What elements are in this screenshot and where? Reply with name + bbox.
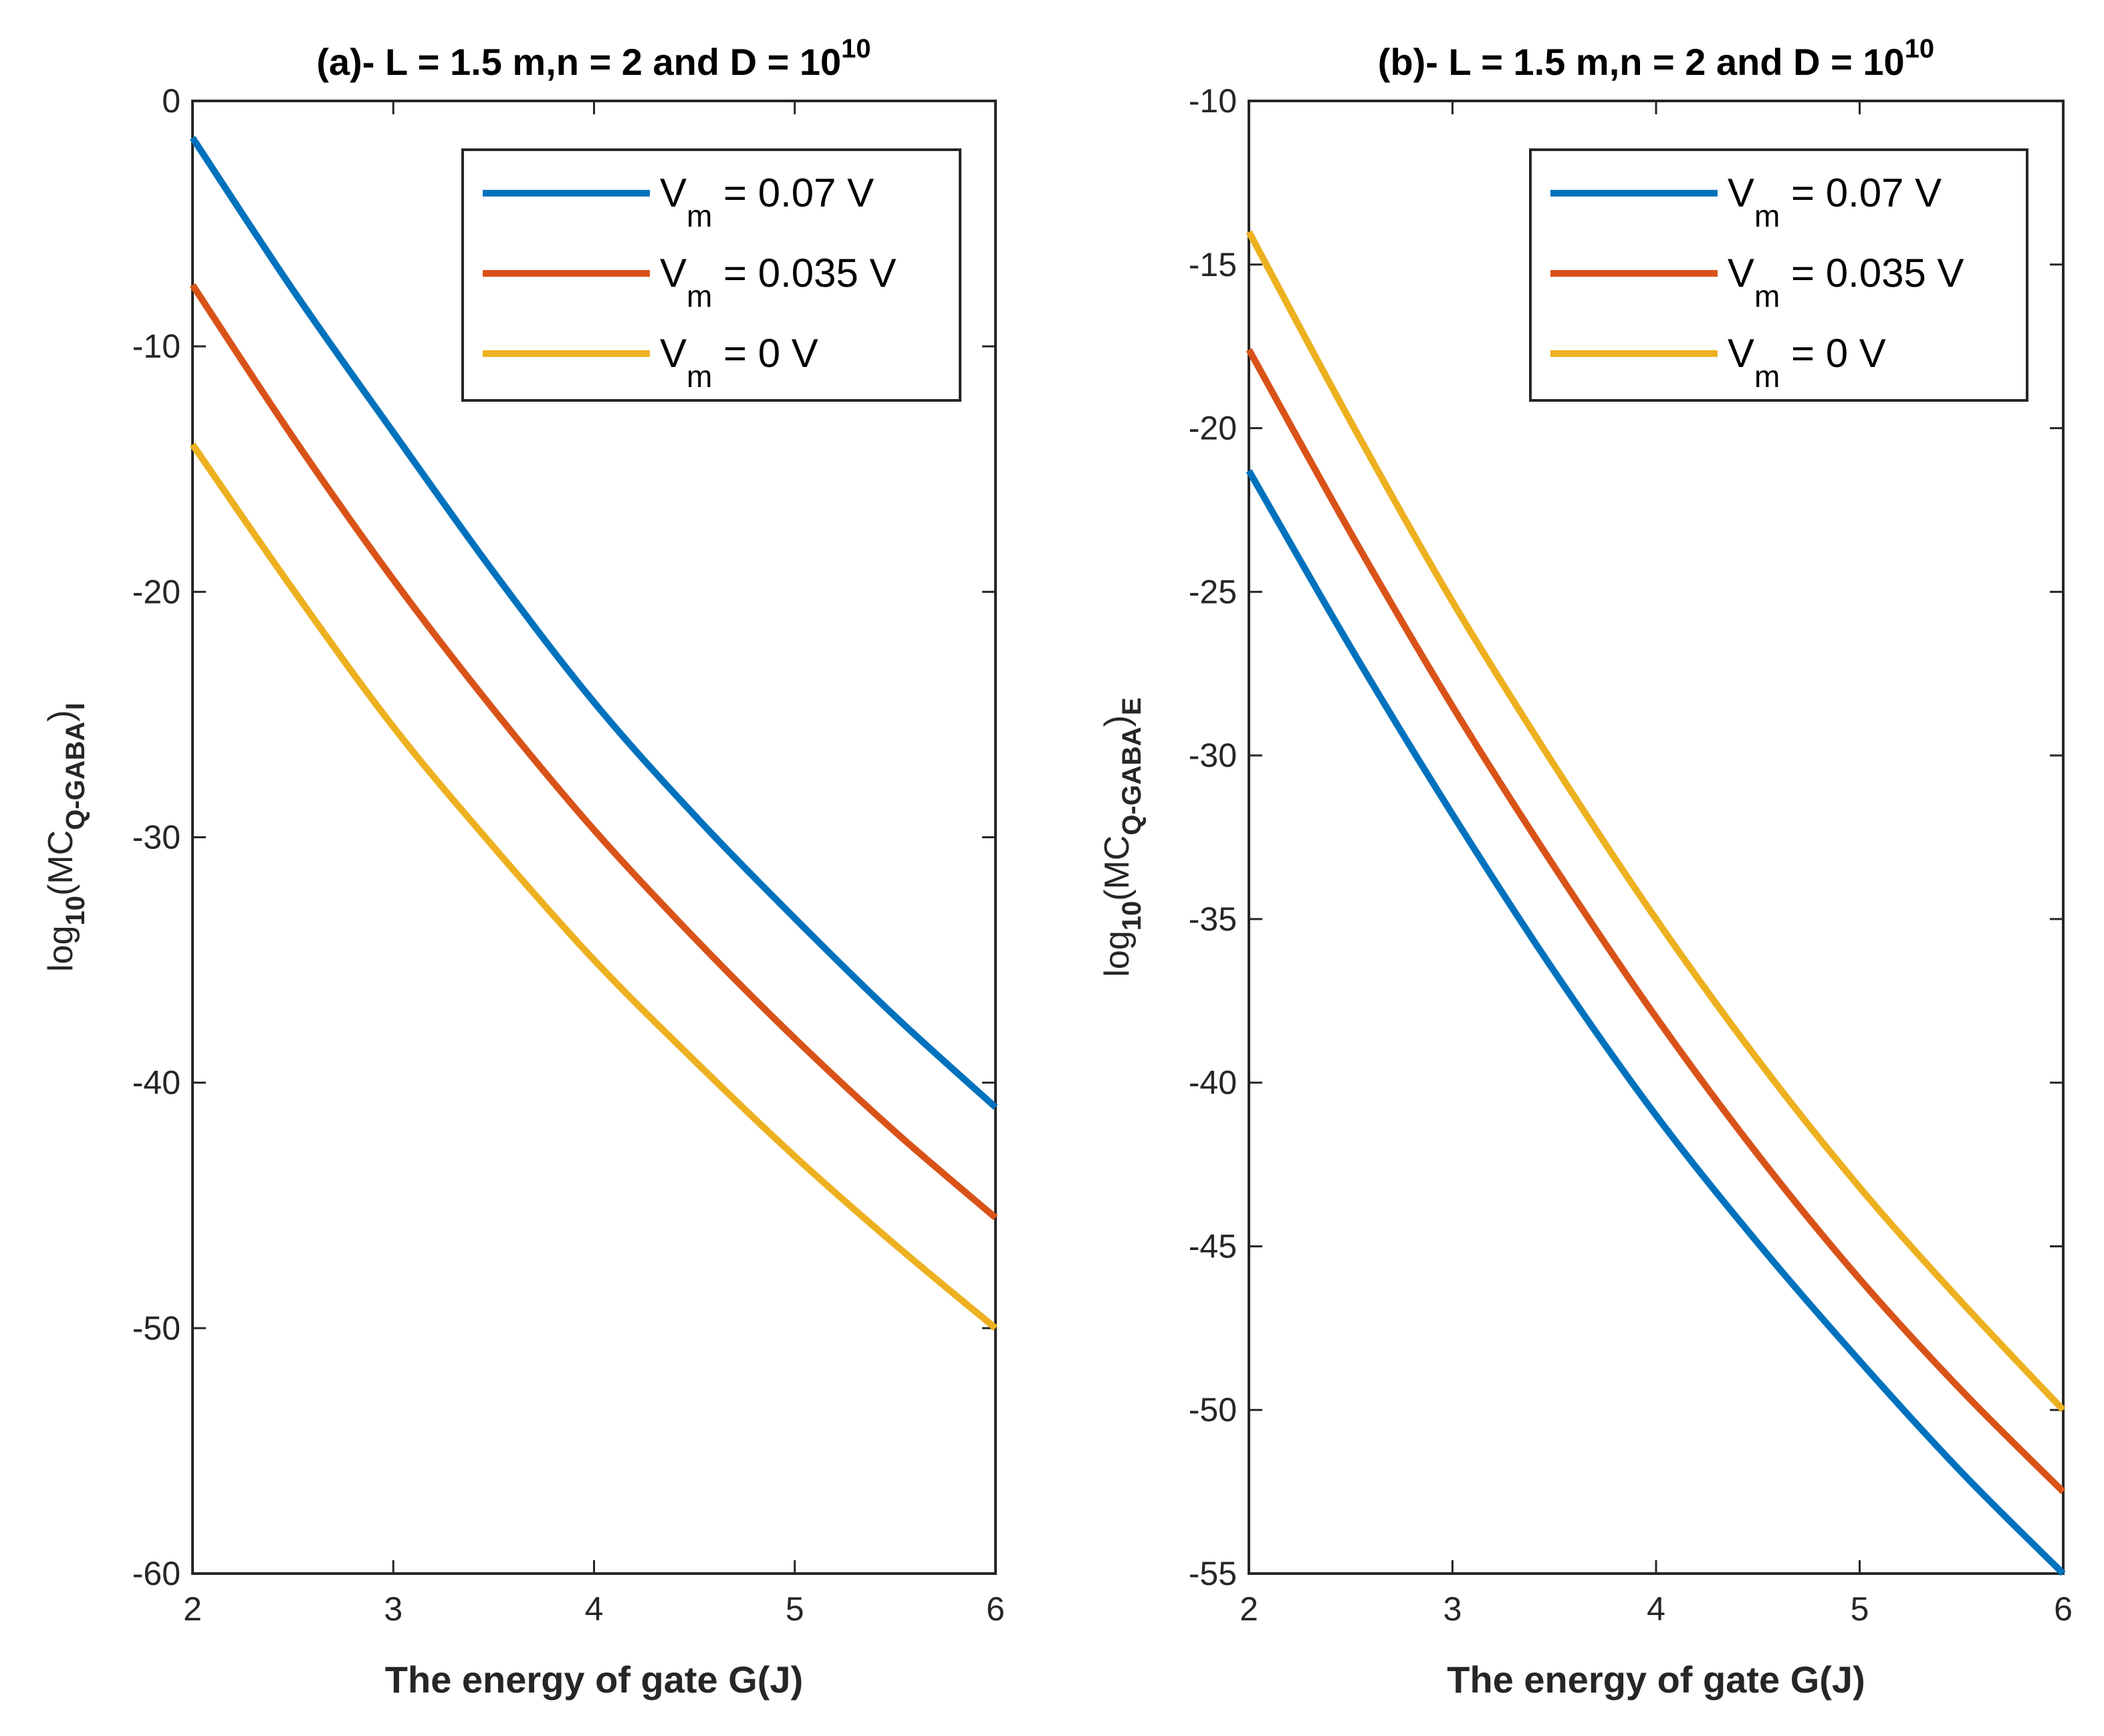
- y-label-part: log: [41, 925, 80, 971]
- y-tick-label: -60: [132, 1555, 181, 1592]
- series-line-2: [1246, 230, 2066, 1412]
- series-line-1: [1246, 348, 2066, 1495]
- x-tick-label: 6: [2054, 1590, 2073, 1628]
- legend-name: V: [660, 251, 687, 295]
- y-label-part: (MC: [1098, 836, 1137, 901]
- legend-entry-0: Vm = 0.07 V: [660, 170, 874, 233]
- y-label-part: (MC: [41, 830, 80, 896]
- y-tick-label: -15: [1189, 246, 1237, 283]
- y-tick-label: -10: [1189, 82, 1237, 120]
- x-tick-label: 2: [1240, 1590, 1258, 1628]
- y-label-sub: Q-GABA: [61, 722, 90, 830]
- legend-entry-0: Vm = 0.07 V: [1728, 170, 1942, 233]
- x-axis-label: The energy of gate G(J): [385, 1658, 803, 1701]
- chart-title: (b)- L = 1.5 m,n = 2 and D = 1010: [1378, 34, 1934, 83]
- legend: Vm = 0.07 VVm = 0.035 VVm = 0 V: [461, 148, 961, 402]
- y-label-sub: I: [61, 703, 90, 710]
- y-tick-label: -50: [1189, 1391, 1237, 1429]
- y-label-part: log: [1098, 931, 1137, 977]
- x-tick-label: 5: [1851, 1590, 1869, 1628]
- series-line-0: [1246, 469, 2066, 1576]
- series-line-0: [189, 136, 998, 1110]
- y-label-sub: E: [1117, 697, 1147, 715]
- legend-value: = 0.035 V: [712, 251, 896, 295]
- legend-subscript: m: [1754, 359, 1780, 394]
- legend-subscript: m: [1754, 199, 1780, 233]
- legend: Vm = 0.07 VVm = 0.035 VVm = 0 V: [1529, 148, 2028, 402]
- legend-name: V: [1728, 251, 1754, 295]
- x-tick-label: 6: [986, 1590, 1005, 1628]
- y-tick-label: -45: [1189, 1227, 1237, 1265]
- y-tick-label: -10: [132, 328, 181, 365]
- y-tick-label: -30: [1189, 737, 1237, 774]
- chart-a: 2 3 4 5 6 0 -10 -20 -30 -40 -50 -60 (a)- L = 1.5 m,n…: [41, 34, 1005, 1701]
- legend-entry-2: Vm = 0 V: [660, 331, 818, 394]
- y-tick-label: -50: [132, 1310, 181, 1347]
- y-label-part: ): [1098, 715, 1137, 727]
- legend-subscript: m: [687, 199, 712, 233]
- x-axis-label: The energy of gate G(J): [1447, 1658, 1865, 1701]
- x-tick-label: 2: [183, 1590, 202, 1628]
- legend-name: V: [660, 170, 687, 215]
- y-tick-label: -25: [1189, 573, 1237, 610]
- legend-subscript: m: [1754, 279, 1780, 314]
- y-tick-label: -40: [1189, 1064, 1237, 1102]
- y-tick-label: 0: [162, 82, 181, 120]
- legend-value: = 0 V: [712, 331, 818, 376]
- y-label-sub: Q-GABA: [1117, 727, 1147, 835]
- y-tick-label: -30: [132, 819, 181, 856]
- x-tick-label: 3: [1443, 1590, 1462, 1628]
- y-tick-label: -35: [1189, 900, 1237, 938]
- legend-subscript: m: [687, 279, 712, 314]
- chart-title-text: (a)- L = 1.5 m,n = 2 and D = 10: [316, 41, 841, 83]
- y-tick-label: -20: [1189, 410, 1237, 447]
- legend-name: V: [1728, 331, 1754, 376]
- y-tick-label: -55: [1189, 1555, 1237, 1592]
- y-label-sub: 10: [1117, 901, 1147, 931]
- y-label-sub: 10: [61, 896, 90, 926]
- x-tick-label: 5: [786, 1590, 804, 1628]
- x-tick-label: 4: [1647, 1590, 1665, 1628]
- chart-title-superscript: 10: [1905, 34, 1935, 64]
- chart-b: 2 3 4 5 6 -10 -15 -20 -25 -30 -35 -40 -45 -50 -55 (b)- …: [1098, 34, 2073, 1701]
- series-line-1: [189, 283, 998, 1221]
- legend-entry-2: Vm = 0 V: [1728, 331, 1886, 394]
- y-tick-label: -20: [132, 573, 181, 610]
- legend-entry-1: Vm = 0.035 V: [660, 251, 897, 314]
- series-line-2: [189, 443, 998, 1331]
- y-label-part: ): [41, 710, 80, 721]
- y-tick-label: -40: [132, 1064, 181, 1102]
- x-tick-label: 3: [384, 1590, 402, 1628]
- legend-value: = 0.07 V: [1780, 170, 1942, 215]
- chart-title-superscript: 10: [841, 34, 871, 64]
- legend-entry-1: Vm = 0.035 V: [1728, 251, 1964, 314]
- x-tick-label: 4: [585, 1590, 604, 1628]
- legend-value: = 0 V: [1780, 331, 1885, 376]
- legend-value: = 0.035 V: [1780, 251, 1964, 295]
- legend-subscript: m: [687, 359, 712, 394]
- chart-title: (a)- L = 1.5 m,n = 2 and D = 1010: [316, 34, 870, 83]
- y-axis-label: log10(MCQ-GABA)E: [1098, 697, 1147, 977]
- legend-name: V: [660, 331, 687, 376]
- y-axis-label: log10(MCQ-GABA)I: [41, 703, 90, 972]
- legend-name: V: [1728, 170, 1754, 215]
- chart-title-text: (b)- L = 1.5 m,n = 2 and D = 10: [1378, 41, 1905, 83]
- legend-value: = 0.07 V: [712, 170, 874, 215]
